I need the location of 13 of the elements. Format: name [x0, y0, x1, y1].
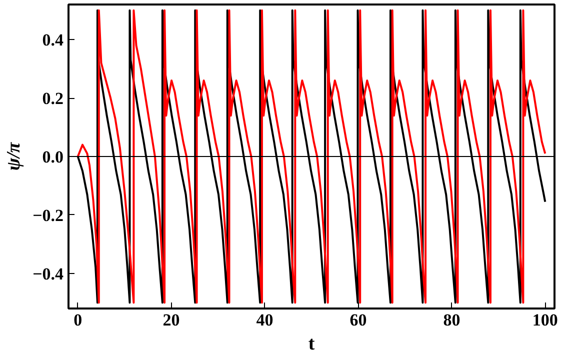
x-tick-label: 40 [256, 310, 274, 330]
y-tick-label: −0.2 [32, 206, 64, 225]
y-tick-label: 0.2 [42, 89, 64, 108]
y-tick-label: −0.4 [32, 264, 64, 284]
x-tick-label: 0 [74, 310, 82, 330]
y-tick-label: 0.4 [42, 30, 64, 50]
x-tick-label: 100 [532, 310, 558, 330]
y-axis-title: ψ/π [4, 142, 25, 171]
x-axis-title: t [308, 334, 316, 354]
x-tick-label: 20 [162, 310, 180, 330]
y-tick-label: 0.0 [42, 148, 64, 166]
x-tick-label: 80 [443, 310, 460, 330]
x-tick-label: 60 [350, 310, 367, 330]
